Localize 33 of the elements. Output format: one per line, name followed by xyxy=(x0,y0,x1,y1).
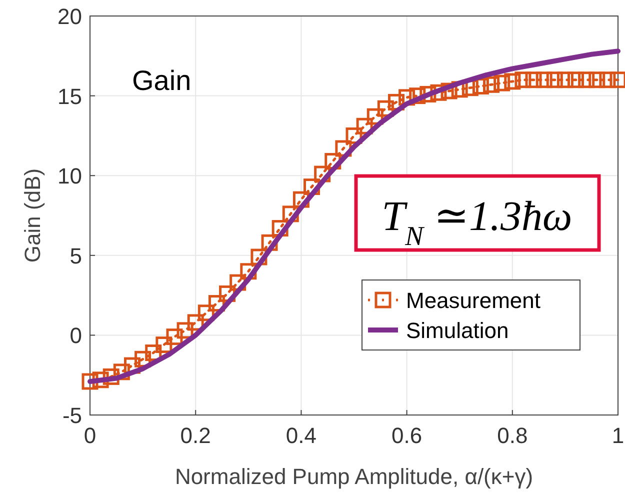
annotation: T$_{N}$ ≃1.3ħω xyxy=(382,194,572,251)
point xyxy=(166,328,183,346)
x-tick-label: 0.2 xyxy=(180,423,211,448)
x-tick-label: 1 xyxy=(612,423,624,448)
point xyxy=(525,72,542,88)
y-tick-label: 15 xyxy=(58,84,82,109)
point xyxy=(588,72,606,88)
x-tick-label: 0.6 xyxy=(392,423,422,448)
y-tick-label: 10 xyxy=(58,164,82,189)
y-tick-label: -5 xyxy=(62,403,82,428)
y-tick-label: 5 xyxy=(70,243,82,268)
point xyxy=(82,373,98,390)
x-axis-title: Normalized Pump Amplitude, α/(κ+γ) xyxy=(174,464,534,489)
point xyxy=(546,72,563,88)
point xyxy=(556,72,574,88)
x-tick-label: 0.4 xyxy=(286,423,316,448)
point xyxy=(494,74,510,92)
point xyxy=(568,72,584,88)
x-tick-label: 0.8 xyxy=(497,423,528,448)
point xyxy=(504,73,521,90)
annotation: Gain xyxy=(132,65,192,96)
point xyxy=(514,72,532,88)
point xyxy=(610,72,625,88)
point xyxy=(599,72,616,88)
y-tick-label: 20 xyxy=(58,4,82,29)
point xyxy=(578,72,595,88)
y-tick-label: 0 xyxy=(70,323,82,348)
legend-label: Simulation xyxy=(406,318,509,343)
point xyxy=(156,336,172,354)
point xyxy=(483,76,500,93)
y-axis-title: Gain (dB) xyxy=(20,168,45,263)
point xyxy=(536,72,552,88)
legend-label: Measurement xyxy=(406,288,541,313)
